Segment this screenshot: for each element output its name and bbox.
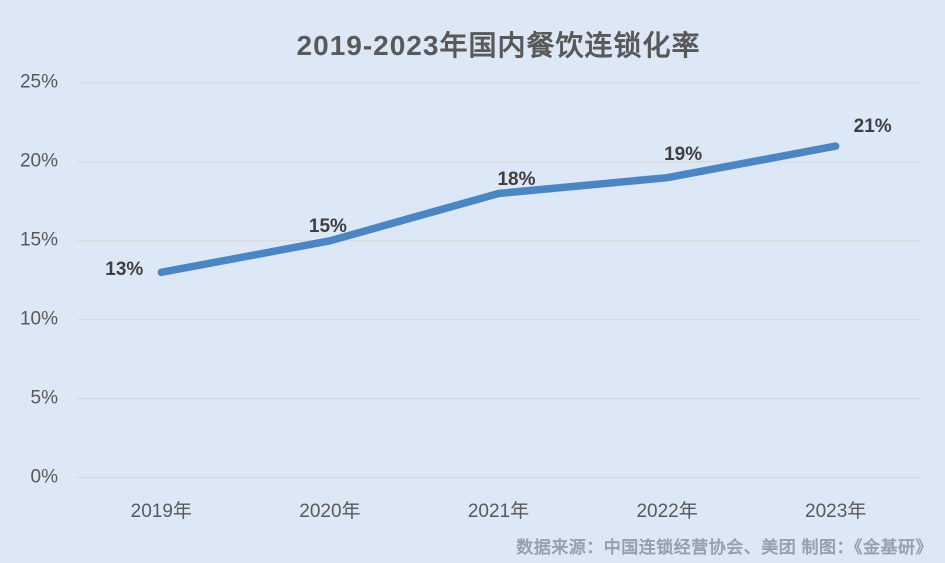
y-tick-label: 25%	[19, 71, 58, 93]
x-tick-label: 2020年	[299, 501, 361, 522]
series-line	[157, 142, 840, 277]
y-tick-label: 10%	[19, 308, 58, 330]
x-tick-label: 2023年	[805, 501, 867, 522]
x-tick-label: 2019年	[130, 501, 192, 522]
y-tick-label: 5%	[30, 387, 58, 409]
data-point-label: 13%	[105, 259, 144, 281]
data-point-label: 21%	[853, 116, 892, 138]
data-point-label: 15%	[308, 215, 347, 237]
x-tick-label: 2022年	[636, 501, 698, 522]
source-note: 数据来源：中国连锁经营协会、美团 制图：《金基研》	[516, 538, 933, 557]
y-tick-label: 15%	[19, 229, 58, 251]
x-tick-label: 2021年	[467, 501, 530, 522]
y-tick-label: 0%	[30, 466, 58, 488]
y-tick-label: 20%	[19, 150, 58, 172]
data-point-label: 19%	[664, 143, 703, 165]
chart-title: 2019-2023年国内餐饮连锁化率	[296, 30, 701, 61]
data-point-label: 18%	[497, 169, 536, 191]
